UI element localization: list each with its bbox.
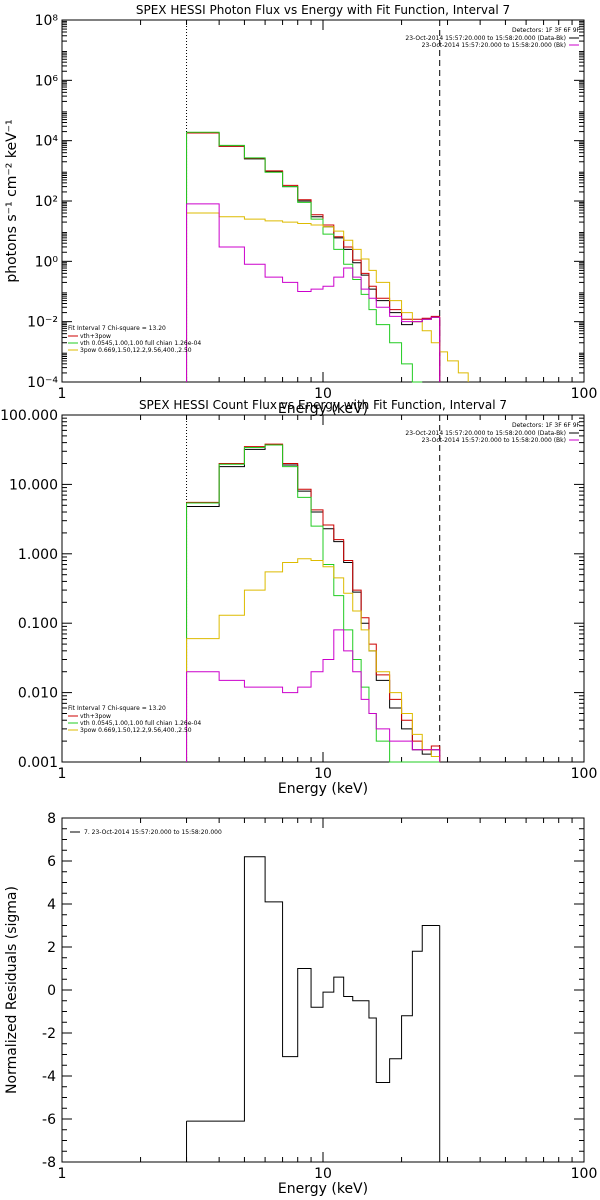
y-tick-label: -4	[42, 1069, 56, 1085]
x-tick-label: 1	[58, 386, 67, 402]
y-tick-label: 0.001	[18, 755, 58, 771]
y-tick-label: -2	[42, 1026, 56, 1042]
series-line-1	[186, 132, 440, 320]
legend-entry: 3pow 0.669,1.50,12.2,9.56,400.,2.50	[80, 347, 192, 354]
y-tick-label: 8	[47, 811, 56, 827]
y-tick-label: 10⁻⁴	[27, 375, 58, 391]
series-line-2	[186, 444, 440, 763]
count-flux-panel: 1 10 100 0.001 0.010 0.100 1.000 10.000 100.000 S…	[0, 398, 597, 797]
detectors-label: Detectors: 1F 3F 6F 9F	[512, 422, 581, 429]
x-tick-label: 10	[314, 386, 332, 402]
y-axis-label: Normalized Residuals (sigma)	[4, 886, 20, 1094]
series-line-3	[186, 558, 440, 757]
y-tick-label: 10⁰	[35, 254, 59, 270]
residuals-line	[186, 856, 440, 1122]
photon-flux-panel: 1 10 100 10⁻⁴ 10⁻² 10⁰ 10² 10⁴ 10⁶ 10⁸ SPEX HESSI …	[4, 3, 598, 417]
time-label: 23-Oct-2014 15:57:20.000 to 15:58:20.000…	[405, 35, 566, 42]
x-axis-label: Energy (keV)	[278, 401, 368, 417]
time-label: 23-Oct-2014 15:57:20.000 to 15:58:20.000…	[422, 437, 566, 444]
legend-entry: vth 0.0545,1.00,1.00 full chian 1.26e-04	[80, 340, 201, 347]
x-tick-label: 10	[314, 1166, 332, 1182]
series-line-4	[186, 629, 440, 751]
y-tick-label: 10²	[35, 194, 58, 210]
series-line-3	[186, 212, 469, 382]
series-line-0	[186, 132, 440, 326]
y-tick-label: -6	[42, 1112, 56, 1128]
legend-title: Fit Interval 7 Chi-square = 13.20	[68, 705, 166, 712]
legend-entry: vth+3pow	[80, 333, 111, 340]
y-tick-label: 0.010	[18, 686, 58, 702]
plot-title: SPEX HESSI Count Flux vs Energy with Fit…	[139, 398, 507, 412]
legend-entry: vth 0.0545,1.00,1.00 full chian 1.26e-04	[80, 720, 201, 727]
y-tick-label: 10⁴	[35, 134, 59, 150]
y-tick-label: 100.000	[0, 408, 58, 424]
legend-entry: vth+3pow	[80, 713, 111, 720]
x-tick-label: 1	[58, 1166, 67, 1182]
y-tick-label: 10⁶	[35, 73, 59, 89]
y-tick-label: 10⁸	[35, 13, 59, 29]
y-tick-label: -8	[42, 1155, 56, 1171]
residuals-panel: 1 10 100 -8 -6 -4 -2 0 2 4 6 8 Energy (keV) Normalize…	[4, 811, 597, 1197]
y-tick-label: 0	[47, 983, 56, 999]
legend-entry: 7. 23-Oct-2014 15:57:20.000 to 15:58:20.…	[84, 829, 222, 836]
time-label: 23-Oct-2014 15:57:20.000 to 15:58:20.000…	[422, 42, 566, 49]
legend-title: Fit Interval 7 Chi-square = 13.20	[68, 325, 166, 332]
x-tick-label: 100	[571, 386, 598, 402]
x-tick-label: 10	[314, 766, 332, 782]
series-line-1	[186, 443, 440, 751]
plot-title: SPEX HESSI Photon Flux vs Energy with Fi…	[136, 3, 510, 17]
detectors-label: Detectors: 1F 3F 6F 9F	[512, 27, 581, 34]
y-tick-label: 2	[47, 940, 56, 956]
y-tick-label: 10⁻²	[27, 315, 58, 331]
time-label: 23-Oct-2014 15:57:20.000 to 15:58:20.000…	[405, 430, 566, 437]
y-axis-label: photons s⁻¹ cm⁻² keV⁻¹	[4, 119, 20, 282]
x-axis-label: Energy (keV)	[278, 1181, 368, 1197]
series-line-2	[186, 131, 423, 383]
y-tick-label: 10.000	[9, 477, 58, 493]
x-tick-label: 1	[58, 766, 67, 782]
x-axis-label: Energy (keV)	[278, 781, 368, 797]
plot-frame	[61, 817, 585, 1163]
y-tick-label: 4	[47, 897, 56, 913]
series-line-4	[186, 203, 440, 323]
legend-entry: 3pow 0.669,1.50,12.2,9.56,400.,2.50	[80, 727, 192, 734]
x-tick-label: 100	[571, 766, 598, 782]
y-tick-label: 0.100	[18, 616, 58, 632]
x-tick-label: 100	[571, 1166, 598, 1182]
y-tick-label: 1.000	[18, 547, 58, 563]
y-tick-label: 6	[47, 854, 56, 870]
